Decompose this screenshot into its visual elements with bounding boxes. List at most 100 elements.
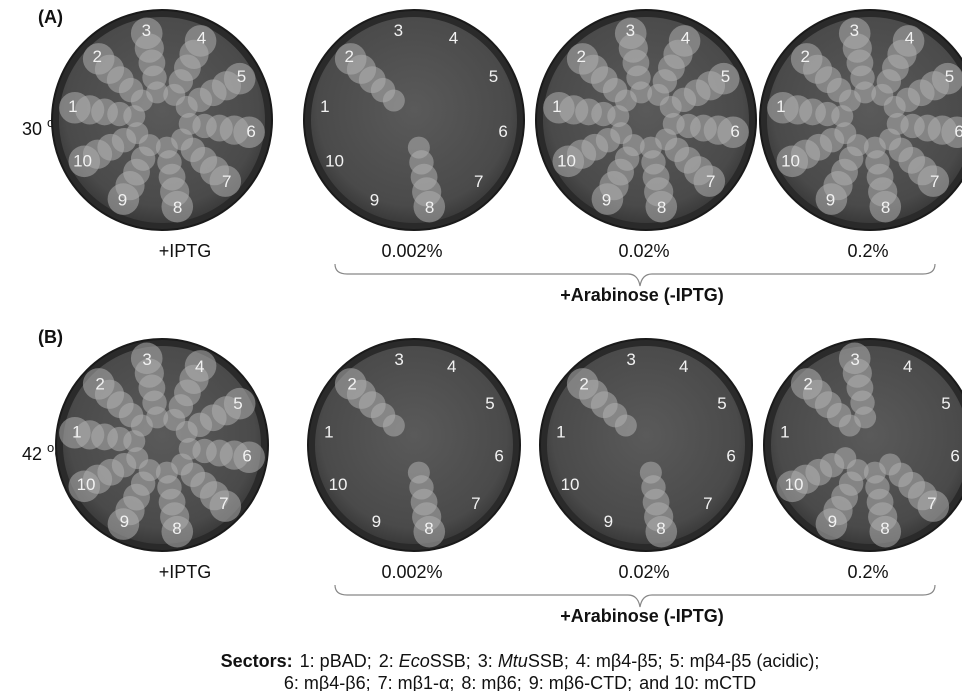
sector-number: 10 [73, 152, 92, 171]
sector-number: 3 [626, 350, 635, 369]
sector-number: 6 [954, 122, 962, 141]
sector-number: 6 [730, 122, 739, 141]
sector-number: 7 [927, 494, 936, 513]
sector-number: 3 [850, 21, 859, 40]
condition-label: 0.02% [618, 241, 669, 261]
legend-item: 2: [379, 651, 399, 671]
sector-number: 1 [556, 423, 565, 442]
sector-number: 3 [142, 350, 151, 369]
legend-title: Sectors: [221, 651, 293, 671]
sector-number: 3 [626, 21, 635, 40]
sector-number: 9 [120, 512, 129, 531]
legend-item: 7: mβ1-α; [378, 673, 455, 691]
sector-number: 2 [801, 47, 810, 66]
sector-number: 9 [826, 190, 835, 209]
sector-number: 8 [881, 198, 890, 217]
sector-number: 2 [577, 47, 586, 66]
sector-number: 5 [721, 67, 730, 86]
sector-number: 1 [324, 423, 333, 442]
sector-number: 2 [345, 47, 354, 66]
sector-number: 5 [485, 394, 494, 413]
sector-number: 8 [172, 519, 181, 538]
sector-number: 5 [233, 394, 242, 413]
sector-number: 3 [394, 21, 403, 40]
legend-line: 6: mβ4-β6;7: mβ1-α;8: mβ6;9: mβ6-CTD;and… [284, 673, 756, 691]
group-label: +Arabinose (-IPTG) [560, 285, 724, 305]
figure: (A)30oC123456789101234567891012345678910… [0, 0, 962, 691]
sector-number: 8 [657, 198, 666, 217]
panel-label: (B) [38, 327, 63, 347]
sector-number: 4 [679, 357, 688, 376]
sector-number: 10 [325, 152, 344, 171]
panel-label: (A) [38, 7, 63, 27]
sector-number: 10 [329, 475, 348, 494]
sector-number: 1 [552, 97, 561, 116]
sector-number: 1 [320, 97, 329, 116]
legend-item: and 10: mCTD [639, 673, 756, 691]
sector-number: 1 [68, 97, 77, 116]
sector-number: 2 [803, 375, 812, 394]
sector-number: 4 [195, 357, 204, 376]
sector-number: 10 [781, 152, 800, 171]
legend-item: 4: mβ4-β5; [576, 651, 663, 671]
sector-number: 1 [776, 97, 785, 116]
sector-number: 7 [930, 172, 939, 191]
sector-number: 6 [726, 446, 735, 465]
sector-number: 4 [681, 29, 690, 48]
sector-number: 7 [222, 172, 231, 191]
sector-number: 8 [173, 198, 182, 217]
sector-number: 10 [557, 152, 576, 171]
sector-number: 6 [242, 446, 251, 465]
sector-number: 10 [561, 475, 580, 494]
sector-number: 9 [602, 190, 611, 209]
sector-number: 8 [424, 519, 433, 538]
legend-item: 5: mβ4-β5 (acidic); [670, 651, 820, 671]
sector-number: 2 [347, 375, 356, 394]
sector-number: 5 [237, 67, 246, 86]
legend-item: 9: mβ6-CTD; [529, 673, 632, 691]
condition-label: 0.2% [847, 241, 888, 261]
sector-number: 3 [142, 21, 151, 40]
sector-number: 9 [372, 512, 381, 531]
group-label: +Arabinose (-IPTG) [560, 606, 724, 626]
temp-value: 30 [22, 119, 42, 139]
sector-number: 10 [785, 475, 804, 494]
sector-number: 8 [425, 198, 434, 217]
sector-number: 2 [95, 375, 104, 394]
sector-number: 7 [706, 172, 715, 191]
condition-label: +IPTG [159, 241, 212, 261]
condition-label: 0.2% [847, 562, 888, 582]
sector-number: 9 [604, 512, 613, 531]
brace [335, 585, 935, 607]
temp-degree: o [47, 440, 54, 455]
sector-number: 6 [950, 446, 959, 465]
sector-number: 5 [945, 67, 954, 86]
sector-number: 10 [77, 475, 96, 494]
condition-label: 0.002% [381, 562, 442, 582]
legend-item-italic: Eco [399, 651, 430, 671]
sector-number: 8 [880, 519, 889, 538]
sector-number: 2 [93, 47, 102, 66]
sector-number: 5 [941, 394, 950, 413]
sector-number: 6 [498, 122, 507, 141]
sector-number: 3 [850, 350, 859, 369]
sector-number: 4 [197, 29, 206, 48]
legend-item: 8: mβ6; [461, 673, 521, 691]
condition-label: +IPTG [159, 562, 212, 582]
sector-number: 4 [903, 357, 912, 376]
sector-number: 6 [246, 122, 255, 141]
sector-number: 5 [717, 394, 726, 413]
sector-number: 1 [72, 423, 81, 442]
legend-item: 1: pBAD; [300, 651, 372, 671]
sector-number: 2 [579, 375, 588, 394]
sector-number: 8 [656, 519, 665, 538]
sector-number: 4 [447, 357, 456, 376]
sector-number: 1 [780, 423, 789, 442]
sector-number: 9 [370, 190, 379, 209]
sector-number: 7 [471, 494, 480, 513]
sector-number: 5 [489, 67, 498, 86]
sector-number: 4 [905, 29, 914, 48]
brace [335, 264, 935, 286]
sector-number: 7 [219, 494, 228, 513]
sector-number: 7 [703, 494, 712, 513]
